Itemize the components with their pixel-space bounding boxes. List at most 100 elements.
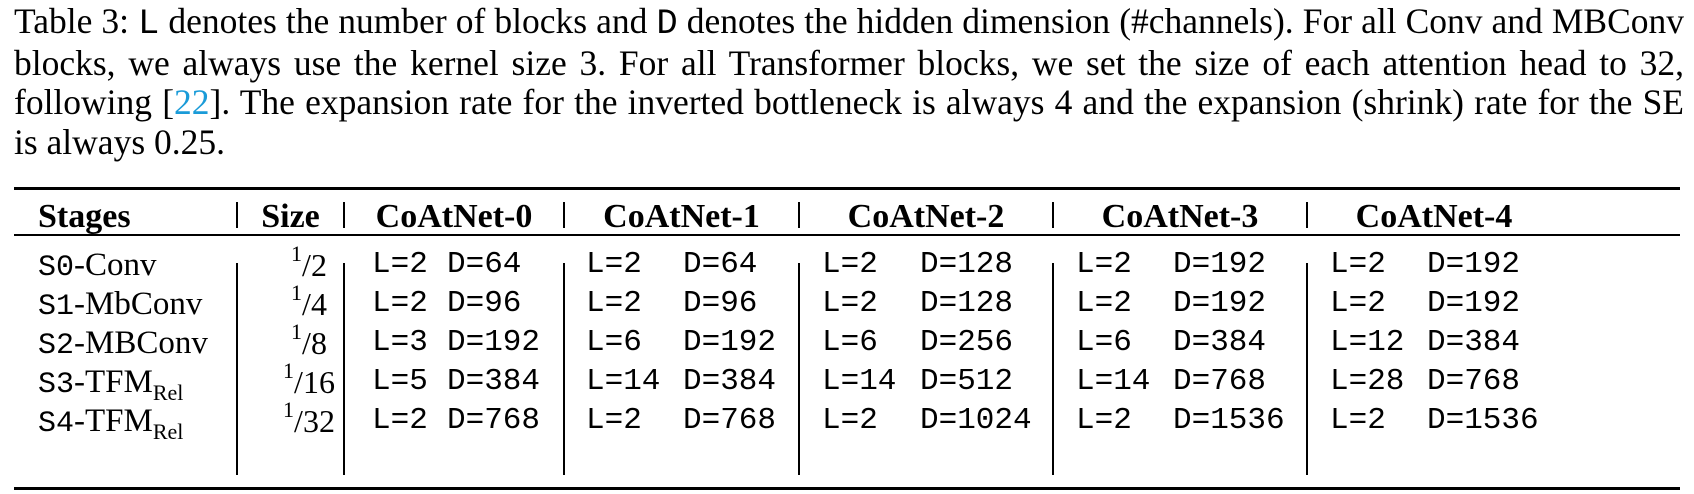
cell-dimension: D=96 [683, 286, 758, 321]
cell-dimension: D=96 [447, 286, 522, 321]
stage-name: -TFM [74, 403, 153, 439]
cell-dimension: D=128 [920, 286, 1014, 321]
size-slash: / [302, 325, 311, 361]
size-slash: / [294, 403, 303, 439]
column-divider [1052, 263, 1054, 475]
column-divider [798, 202, 800, 228]
cell-blocks: L=6 [1076, 325, 1132, 360]
cell-blocks: L=14 [586, 364, 661, 399]
cell-dimension: D=512 [920, 364, 1014, 399]
stage-label: S0-Conv [38, 244, 157, 286]
size-numerator: 1 [283, 397, 295, 422]
cell-blocks: L=12 [1330, 325, 1405, 360]
cell-dimension: D=128 [920, 247, 1014, 282]
cell-blocks: L=2 [1076, 403, 1132, 438]
size-denominator: 8 [310, 325, 327, 361]
size-numerator: 1 [291, 241, 303, 266]
cell-blocks: L=2 [372, 247, 428, 282]
column-divider [236, 263, 238, 475]
size-denominator: 32 [302, 403, 335, 439]
size-fraction: 1/8 [254, 319, 364, 364]
stage-id: S4 [38, 407, 75, 441]
stage-name: -Conv [74, 247, 157, 283]
cell-blocks: L=2 [822, 286, 878, 321]
cell-dimension: D=384 [447, 364, 541, 399]
cell-dimension: D=192 [683, 325, 777, 360]
column-divider [1306, 263, 1308, 475]
size-fraction: 1/32 [254, 397, 364, 442]
cell-dimension: D=1024 [920, 403, 1032, 438]
size-numerator: 1 [291, 319, 303, 344]
cell-blocks: L=2 [586, 247, 642, 282]
cell-blocks: L=2 [1076, 247, 1132, 282]
cell-blocks: L=2 [1330, 403, 1386, 438]
cell-blocks: L=14 [822, 364, 897, 399]
stage-id: S2 [38, 329, 75, 363]
cell-dimension: D=192 [1427, 286, 1521, 321]
cell-dimension: D=384 [683, 364, 777, 399]
caption-label: Table 3: [14, 1, 129, 41]
cell-blocks: L=6 [586, 325, 642, 360]
size-fraction: 1/16 [254, 358, 364, 403]
caption-text-3: ]. The expansion rate for the inverted b… [14, 82, 1684, 162]
table-caption: Table 3: L denotes the number of blocks … [14, 1, 1685, 162]
table-top-rule [14, 187, 1680, 190]
column-divider [236, 202, 238, 228]
header-coatnet-2: CoAtNet-2 [847, 198, 1005, 235]
citation-link[interactable]: 22 [174, 82, 210, 122]
stage-id: S1 [38, 290, 75, 324]
cell-dimension: D=256 [920, 325, 1014, 360]
stage-name: -MbConv [74, 286, 203, 322]
stage-subscript: Rel [152, 419, 184, 444]
size-numerator: 1 [283, 358, 295, 383]
column-divider [563, 202, 565, 228]
size-denominator: 2 [310, 247, 327, 283]
cell-dimension: D=768 [447, 403, 541, 438]
header-coatnet-4: CoAtNet-4 [1355, 198, 1513, 235]
cell-blocks: L=2 [822, 403, 878, 438]
cell-blocks: L=2 [1330, 247, 1386, 282]
cell-blocks: L=2 [586, 403, 642, 438]
cell-dimension: D=192 [1173, 286, 1267, 321]
size-slash: / [302, 286, 311, 322]
stage-label: S4-TFMRel [38, 400, 184, 444]
cell-blocks: L=28 [1330, 364, 1405, 399]
table-bottom-rule [14, 487, 1680, 490]
cell-dimension: D=384 [1427, 325, 1521, 360]
size-slash: / [302, 247, 311, 283]
cell-dimension: D=64 [447, 247, 522, 282]
cell-blocks: L=6 [822, 325, 878, 360]
stage-label: S3-TFMRel [38, 361, 184, 405]
stage-id: S0 [38, 251, 75, 285]
size-fraction: 1/4 [254, 282, 364, 325]
column-divider [1052, 202, 1054, 228]
stage-name: -MBConv [74, 325, 208, 361]
cell-dimension: D=64 [683, 247, 758, 282]
column-divider [1306, 202, 1308, 228]
stage-subscript: Rel [152, 380, 184, 405]
cell-dimension: D=768 [1427, 364, 1521, 399]
stage-name: -TFM [74, 364, 153, 400]
header-coatnet-0: CoAtNet-0 [375, 198, 533, 235]
cell-dimension: D=192 [1427, 247, 1521, 282]
cell-blocks: L=2 [1330, 286, 1386, 321]
caption-text-2: denotes the hidden dimension (#channels)… [14, 1, 1685, 122]
cell-blocks: L=2 [372, 403, 428, 438]
header-coatnet-3: CoAtNet-3 [1101, 198, 1259, 235]
size-fraction: 1/2 [254, 241, 364, 286]
column-divider [343, 202, 345, 228]
stage-label: S1-MbConv [38, 283, 202, 325]
cell-blocks: L=14 [1076, 364, 1151, 399]
cell-dimension: D=384 [1173, 325, 1267, 360]
cell-blocks: L=2 [372, 286, 428, 321]
caption-var-d: D [656, 3, 678, 44]
cell-dimension: D=768 [1173, 364, 1267, 399]
size-denominator: 4 [310, 286, 327, 322]
cell-dimension: D=768 [683, 403, 777, 438]
caption-var-l: L [138, 3, 160, 44]
header-stages: Stages [38, 198, 131, 235]
cell-blocks: L=2 [586, 286, 642, 321]
cell-dimension: D=192 [1173, 247, 1267, 282]
stage-label: S2-MBConv [38, 322, 208, 364]
